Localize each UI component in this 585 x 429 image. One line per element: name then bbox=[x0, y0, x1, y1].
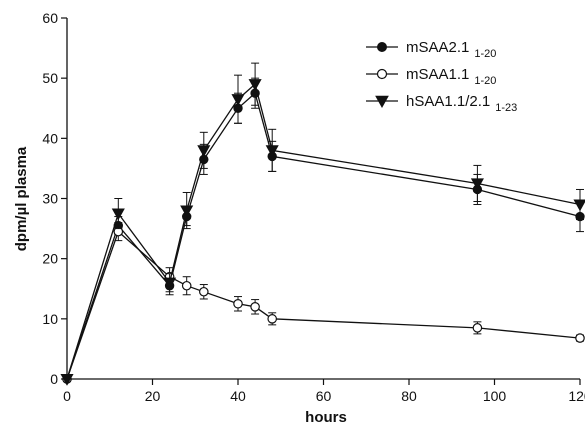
y-axis-title: dpm/µl plasma bbox=[13, 146, 30, 251]
y-tick-label: 40 bbox=[42, 130, 58, 146]
data-point bbox=[575, 333, 585, 343]
data-point bbox=[197, 145, 211, 158]
legend-label: mSAA1.1 bbox=[406, 66, 469, 83]
x-tick-label: 0 bbox=[63, 388, 71, 404]
legend: mSAA2.1 1-20 mSAA1.1 1-20 hSAA1.1/2.1 1-23 bbox=[366, 39, 517, 114]
data-point bbox=[111, 208, 125, 221]
legend-label: hSAA1.1/2.1 bbox=[406, 93, 490, 110]
series-hsaa1-1-2-1 bbox=[60, 62, 585, 386]
data-point bbox=[163, 277, 177, 290]
legend-item: mSAA2.1 1-20 bbox=[366, 39, 496, 60]
series-line bbox=[66, 230, 581, 380]
y-tick-label: 60 bbox=[42, 10, 58, 26]
data-point bbox=[250, 301, 260, 312]
series-layer bbox=[60, 62, 585, 386]
x-tick-label: 120 bbox=[568, 388, 585, 404]
y-tick-label: 0 bbox=[50, 371, 58, 387]
data-point bbox=[573, 199, 585, 212]
data-point bbox=[233, 298, 243, 309]
series-line bbox=[66, 83, 581, 380]
legend-subscript: 1-23 bbox=[495, 102, 517, 114]
axes: 0 10 20 30 40 50 60 0 20 40 60 80 100 120 bbox=[42, 10, 585, 404]
x-tick-label: 60 bbox=[316, 388, 332, 404]
series-msaa1-1 bbox=[62, 222, 585, 384]
x-tick-label: 100 bbox=[483, 388, 507, 404]
y-tick-label: 20 bbox=[42, 251, 58, 267]
data-point bbox=[180, 205, 194, 218]
data-point bbox=[267, 314, 277, 324]
legend-item: mSAA1.1 1-20 bbox=[366, 66, 496, 87]
legend-label: mSAA2.1 bbox=[406, 39, 469, 56]
legend-item: hSAA1.1/2.1 1-23 bbox=[366, 93, 517, 114]
y-tick-label: 50 bbox=[42, 70, 58, 86]
legend-marker bbox=[377, 42, 387, 52]
data-point bbox=[231, 94, 245, 106]
legend-subscript: 1-20 bbox=[474, 48, 496, 60]
legend-marker bbox=[376, 68, 388, 80]
data-point bbox=[472, 323, 483, 333]
x-tick-label: 20 bbox=[145, 388, 161, 404]
data-point bbox=[470, 178, 484, 191]
data-point bbox=[181, 280, 192, 291]
x-tick-label: 40 bbox=[230, 388, 246, 404]
data-point bbox=[265, 145, 279, 158]
data-point bbox=[60, 373, 74, 386]
y-tick-label: 10 bbox=[42, 311, 58, 327]
series-msaa2-1 bbox=[62, 77, 585, 384]
data-point bbox=[248, 79, 262, 91]
x-axis-title: hours bbox=[305, 409, 347, 426]
series-line bbox=[66, 92, 581, 380]
legend-subscript: 1-20 bbox=[474, 75, 496, 87]
x-tick-label: 80 bbox=[401, 388, 417, 404]
legend-marker bbox=[375, 95, 389, 109]
y-tick-label: 30 bbox=[42, 191, 58, 207]
data-point bbox=[199, 286, 209, 297]
